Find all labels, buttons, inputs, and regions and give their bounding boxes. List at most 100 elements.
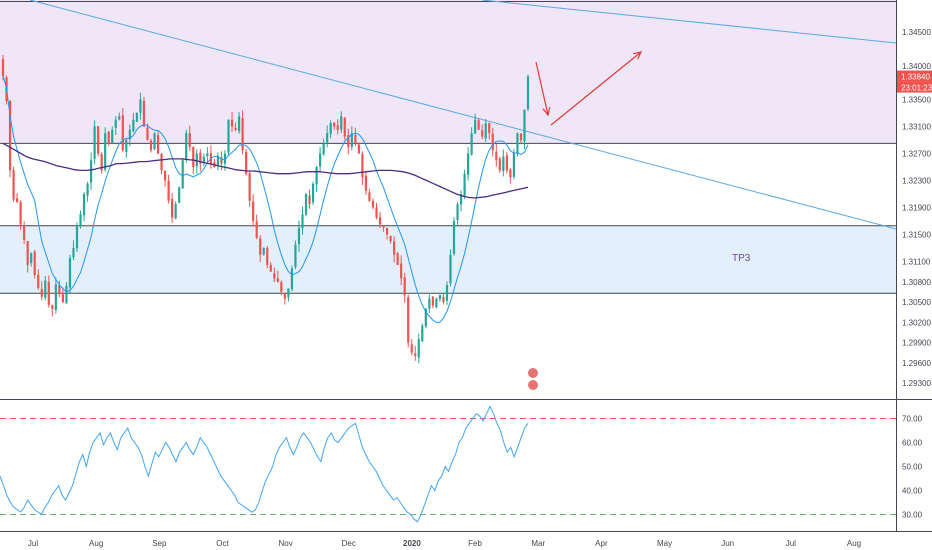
price-tick-label: 1.29900 <box>902 339 931 348</box>
arrow-pullback[interactable] <box>535 61 551 117</box>
candle <box>75 222 79 252</box>
candles <box>1 55 530 364</box>
candle <box>97 126 100 157</box>
candle <box>456 202 459 225</box>
candle <box>153 132 156 151</box>
candle <box>523 109 526 149</box>
candle <box>375 202 378 220</box>
candle <box>371 198 375 210</box>
price-tick-label: 1.29600 <box>902 359 931 368</box>
candle <box>82 192 86 222</box>
candle <box>259 235 262 262</box>
rsi-line <box>0 405 529 523</box>
candle <box>519 133 523 145</box>
candle <box>467 147 470 181</box>
news-events-icon[interactable] <box>528 368 538 390</box>
candle <box>414 345 417 361</box>
candle <box>459 190 463 212</box>
candle <box>40 281 43 301</box>
candle <box>297 220 301 252</box>
time-axis[interactable]: Jul Aug Sep Oct Nov Dec 2020 Feb Mar Apr May Jun Jul… <box>28 539 861 548</box>
candle <box>163 170 167 187</box>
candle <box>389 235 392 244</box>
candle <box>512 148 516 180</box>
candle <box>505 152 508 174</box>
candle <box>58 280 61 298</box>
arrow-target[interactable] <box>550 51 643 126</box>
moving-average-long <box>2 142 529 199</box>
price-tick-label: 1.32300 <box>902 177 931 186</box>
last-price-box <box>897 70 932 82</box>
candle <box>114 116 117 135</box>
candle <box>178 186 181 204</box>
time-tick-label: Jul <box>786 539 796 548</box>
candle <box>128 124 131 147</box>
rsi-pane[interactable] <box>0 405 896 523</box>
candle <box>44 275 47 301</box>
time-tick-label: Apr <box>595 539 608 548</box>
candle <box>54 277 57 314</box>
candle <box>417 333 420 364</box>
candle <box>283 292 286 305</box>
price-tick-label: 1.33100 <box>902 123 931 132</box>
candle <box>37 269 40 291</box>
candle <box>329 120 332 139</box>
candle <box>280 280 283 296</box>
candle <box>79 210 82 229</box>
candle <box>135 112 138 122</box>
candle <box>343 116 346 140</box>
time-tick-label: Aug <box>89 539 103 548</box>
price-pane[interactable]: TP3 <box>0 0 897 390</box>
trendline-upper[interactable] <box>481 0 897 44</box>
price-tick-label: 1.31900 <box>902 204 931 213</box>
candle <box>33 250 36 279</box>
last-price-value: 1.33840 <box>901 73 930 82</box>
support-zone <box>0 225 896 294</box>
candle <box>350 126 353 151</box>
candle <box>72 240 75 261</box>
candle <box>51 304 54 317</box>
candle <box>255 214 258 240</box>
candle <box>410 339 413 356</box>
moving-average-short <box>2 75 529 323</box>
candle <box>195 149 198 174</box>
candle <box>498 156 501 173</box>
candle <box>308 189 311 209</box>
candle <box>213 158 216 168</box>
candle <box>361 151 364 186</box>
candle <box>266 246 269 269</box>
rsi-tick-label: 50.00 <box>902 463 923 472</box>
candle <box>340 111 343 133</box>
candle <box>396 251 399 265</box>
candle <box>273 267 276 283</box>
candle <box>202 153 205 167</box>
candle <box>121 107 124 153</box>
candle <box>421 323 424 343</box>
trendline-main[interactable] <box>29 0 897 230</box>
candle <box>118 112 121 121</box>
candle <box>378 211 382 229</box>
candle <box>509 167 512 184</box>
candle <box>311 181 315 206</box>
candle <box>315 165 318 193</box>
candle <box>474 113 477 134</box>
candle <box>86 181 89 202</box>
candle <box>142 96 146 127</box>
price-tick-label: 1.31100 <box>902 258 931 267</box>
candle <box>477 117 480 130</box>
candle <box>111 126 114 144</box>
candle <box>442 293 445 305</box>
time-tick-label: Mar <box>531 539 545 548</box>
candle <box>502 149 505 177</box>
candle <box>290 265 294 292</box>
time-tick-label: Sep <box>152 539 167 548</box>
projection-arrows[interactable] <box>535 51 643 126</box>
candle <box>107 131 110 147</box>
candle <box>333 121 336 130</box>
candle <box>61 287 64 304</box>
time-tick-label: Jun <box>721 539 734 548</box>
price-axis[interactable]: 1.34500 1.34000 1.33500 1.33100 1.32700 1.323… <box>902 28 931 388</box>
candle <box>230 111 234 132</box>
candle <box>188 125 191 152</box>
